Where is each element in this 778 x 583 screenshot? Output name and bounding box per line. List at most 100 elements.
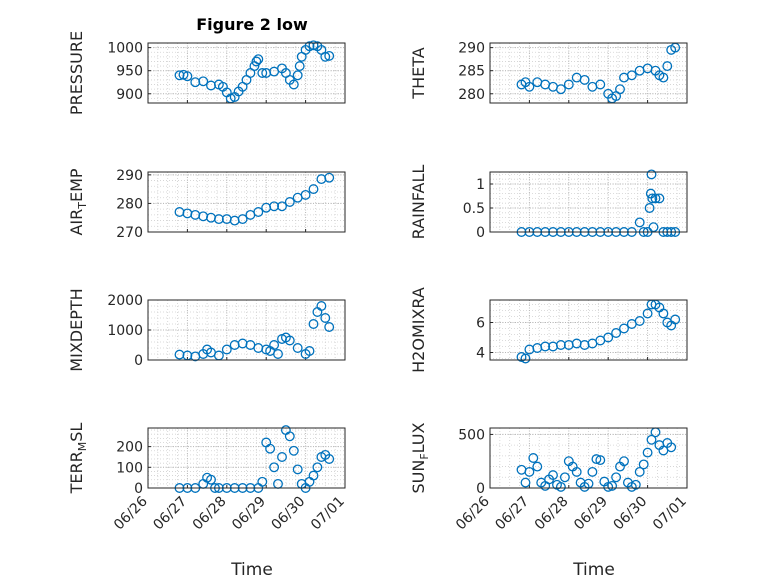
data-point (555, 84, 566, 95)
subplot-2: 280 285 290 THETA (409, 41, 688, 104)
data-point (288, 79, 299, 90)
data-point (269, 462, 280, 473)
y-tick-label: 270 (116, 225, 143, 241)
data-point (642, 308, 653, 319)
subplot-5: 0 1000 2000 MIXDEPTH (67, 288, 346, 372)
data-point (324, 172, 335, 183)
axes-box (147, 171, 346, 233)
x-tick-label: 07/01 (308, 494, 348, 534)
x-tick-label: 06/26 (111, 493, 151, 533)
figure-title: Figure 2 low (196, 15, 308, 34)
data-point (611, 472, 622, 483)
data-point (253, 54, 264, 65)
data-point (316, 301, 327, 311)
data-point (308, 319, 319, 329)
y-tick-label: 280 (116, 196, 143, 212)
data-point (520, 477, 531, 488)
data-point (284, 335, 295, 346)
data-point (206, 474, 216, 485)
data-point (251, 56, 262, 67)
data-point (603, 332, 614, 343)
data-point (540, 341, 551, 352)
data-point (611, 328, 622, 338)
axes-box (489, 299, 688, 361)
data-point (300, 189, 311, 200)
x-tick-label: 06/29 (571, 494, 611, 534)
data-point (277, 452, 287, 462)
data-point (277, 201, 287, 212)
axes-box (147, 427, 346, 489)
data-point (213, 214, 224, 225)
axes-box (489, 171, 688, 233)
data-point (634, 217, 645, 228)
x-tick-label: 06/27 (492, 494, 532, 534)
y-tick-label: 285 (458, 64, 485, 80)
y-tick-label: 2000 (107, 293, 143, 309)
y-tick-label: 0 (476, 481, 485, 497)
y-tick-label: 6 (476, 316, 485, 332)
y-tick-label: 4 (476, 346, 485, 362)
data-point (646, 169, 657, 180)
x-tick-label: 06/27 (150, 494, 190, 534)
data-point (595, 455, 606, 466)
data-point (288, 445, 299, 456)
data-point (638, 459, 649, 470)
x-tick-label: 06/28 (532, 494, 572, 534)
data-point (524, 81, 535, 92)
y-axis-label: RAINFALL (409, 165, 428, 240)
x-tick-label: 06/30 (269, 494, 309, 534)
x-axis-label-right: Time (572, 560, 615, 580)
y-tick-label: 100 (116, 460, 143, 476)
data-point (257, 68, 268, 78)
subplot-1: 900 950 1000 PRESSURE (67, 31, 346, 115)
data-point (630, 479, 641, 490)
y-tick-label: 500 (458, 427, 485, 443)
y-tick-label: 200 (116, 440, 143, 456)
data-point (221, 344, 232, 355)
data-point (634, 466, 645, 477)
axes-box (147, 42, 346, 104)
data-point (563, 79, 574, 90)
y-tick-label: 0 (134, 481, 143, 497)
x-axis-label-left: Time (230, 560, 273, 580)
data-point (607, 480, 618, 491)
data-point (571, 466, 582, 477)
y-tick-label: 290 (116, 168, 143, 184)
data-point (320, 313, 331, 323)
data-point (646, 434, 657, 445)
data-point (595, 79, 606, 90)
data-point (603, 481, 614, 492)
data-point (619, 323, 629, 334)
data-point (666, 442, 677, 453)
data-point (662, 61, 673, 72)
data-point (304, 346, 315, 356)
data-point (324, 50, 335, 61)
data-point (198, 76, 209, 87)
y-tick-label: 900 (116, 87, 143, 103)
subplot-8: 0 500 SUNFLUX 06/26 06/27 06/28 06/29 06/30 07/0… (409, 422, 690, 533)
axes-box (489, 427, 688, 489)
subplot-6: 4 6 H2OMIXRA (409, 287, 688, 373)
data-point (615, 84, 625, 95)
data-point (626, 70, 637, 81)
data-point (320, 51, 331, 62)
data-point (524, 466, 535, 477)
data-point (312, 462, 323, 473)
data-point (642, 447, 653, 458)
data-point (619, 456, 629, 467)
axes-box (489, 42, 688, 104)
y-axis-label: PRESSURE (67, 31, 86, 115)
data-point (237, 214, 248, 225)
x-tick-label: 07/01 (650, 494, 690, 534)
data-point (265, 443, 276, 454)
y-axis-label: H2OMIXRA (409, 287, 428, 373)
data-point (284, 197, 295, 207)
data-point (324, 454, 335, 464)
data-point (658, 72, 669, 83)
data-point (292, 464, 303, 475)
data-point (670, 314, 681, 325)
y-axis-label: SUNFLUX (409, 422, 431, 493)
data-point (520, 353, 531, 364)
y-tick-label: 0.5 (463, 201, 485, 217)
